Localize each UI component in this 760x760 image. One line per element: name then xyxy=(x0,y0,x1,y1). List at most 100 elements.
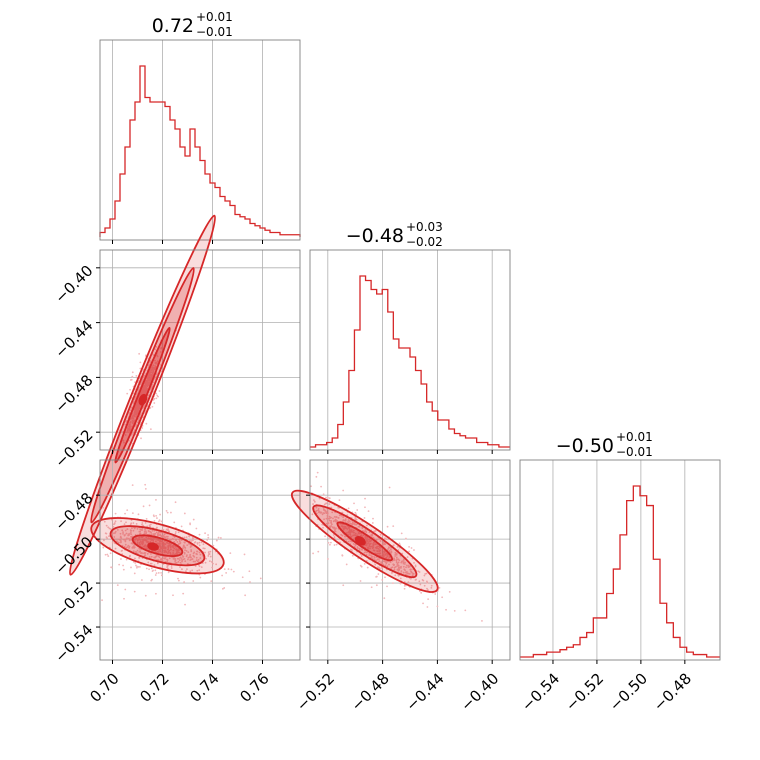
sample-point xyxy=(194,565,197,567)
sample-point xyxy=(141,389,144,392)
sample-point xyxy=(376,550,378,552)
sample-point xyxy=(223,587,226,589)
sample-point xyxy=(139,540,142,543)
sample-point xyxy=(138,536,141,539)
sample-point xyxy=(138,547,141,550)
sample-point xyxy=(170,567,173,569)
sample-point xyxy=(448,590,451,593)
sample-point xyxy=(180,539,183,541)
sample-point xyxy=(123,597,125,600)
sample-point xyxy=(126,427,129,429)
sample-point xyxy=(157,533,160,535)
sample-point xyxy=(153,564,156,567)
sample-point xyxy=(366,566,369,569)
sample-point xyxy=(384,576,386,579)
sample-point xyxy=(126,392,129,395)
sample-point xyxy=(183,552,186,555)
sample-point xyxy=(147,378,149,381)
sample-point xyxy=(167,545,170,548)
y-tick-label: −0.40 xyxy=(51,262,96,307)
sample-point xyxy=(122,439,125,442)
sample-point xyxy=(133,400,135,403)
sample-point xyxy=(164,546,167,549)
sample-point xyxy=(167,552,169,555)
sample-point xyxy=(125,532,128,535)
sample-point xyxy=(353,502,355,505)
sample-point xyxy=(166,565,169,567)
sample-point xyxy=(202,547,205,550)
sample-point xyxy=(146,552,149,555)
sample-point xyxy=(368,531,371,534)
sample-point xyxy=(141,387,144,390)
sample-point xyxy=(185,570,187,573)
sample-point xyxy=(362,534,365,537)
sample-point xyxy=(375,584,378,587)
sample-point xyxy=(207,534,209,536)
sample-point xyxy=(414,578,417,581)
sample-point xyxy=(114,512,117,515)
sample-point xyxy=(135,564,137,567)
hist-panel-1-frame xyxy=(309,249,511,451)
sample-point xyxy=(174,501,177,504)
sample-point xyxy=(124,588,127,591)
sample-point xyxy=(154,361,157,364)
sample-point xyxy=(328,497,331,500)
sample-point xyxy=(386,565,389,568)
sample-point xyxy=(157,531,160,534)
sample-point xyxy=(123,523,126,526)
sample-point xyxy=(175,548,177,551)
sample-point xyxy=(167,528,169,531)
sample-point xyxy=(161,540,164,543)
sample-point xyxy=(364,497,366,500)
sample-point xyxy=(141,522,144,524)
sample-point xyxy=(153,402,156,404)
sample-point xyxy=(134,409,137,412)
sample-point xyxy=(445,608,447,611)
sample-point xyxy=(132,529,135,532)
sample-point xyxy=(113,523,116,525)
sample-point xyxy=(172,552,175,554)
sample-point xyxy=(114,547,117,550)
sample-point xyxy=(323,518,325,521)
sample-point xyxy=(123,441,125,444)
sample-point xyxy=(199,557,202,559)
sample-point xyxy=(175,539,177,542)
sample-point xyxy=(400,561,403,564)
sample-point xyxy=(198,569,201,572)
sample-point xyxy=(182,592,185,595)
sample-point xyxy=(159,540,162,543)
sample-point xyxy=(131,512,134,514)
sample-point xyxy=(162,529,165,531)
sample-point xyxy=(129,531,132,533)
sample-point xyxy=(131,375,134,378)
sample-point xyxy=(165,528,168,531)
sample-point xyxy=(210,561,213,563)
sample-point xyxy=(399,582,402,585)
sample-point xyxy=(376,566,379,569)
sample-point xyxy=(335,543,338,546)
sample-point xyxy=(153,520,156,522)
sample-point xyxy=(351,554,354,557)
sample-point xyxy=(195,527,198,530)
sample-point xyxy=(403,587,406,590)
sample-point xyxy=(155,375,157,378)
sample-point xyxy=(128,547,130,549)
sample-point xyxy=(203,547,206,550)
sample-point xyxy=(320,485,322,488)
sample-point xyxy=(157,542,160,545)
sample-point xyxy=(164,543,167,546)
sample-point xyxy=(148,524,151,527)
sample-point xyxy=(139,528,142,531)
sample-point xyxy=(163,547,165,549)
sample-point xyxy=(126,528,129,531)
sample-point xyxy=(134,557,136,560)
sample-point xyxy=(146,379,149,382)
sample-point xyxy=(145,381,148,384)
sample-point xyxy=(140,381,143,384)
sample-point xyxy=(145,567,148,570)
sample-point xyxy=(130,407,133,409)
sample-point xyxy=(136,406,138,409)
sample-point xyxy=(173,541,176,543)
sample-point xyxy=(170,511,172,514)
